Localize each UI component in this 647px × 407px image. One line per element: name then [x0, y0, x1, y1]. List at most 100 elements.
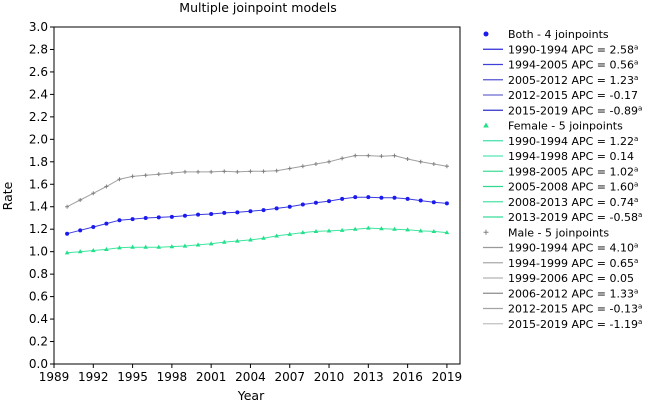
significance-marker: a: [634, 43, 638, 51]
series-2: [65, 153, 449, 209]
data-point: [156, 172, 161, 177]
data-point: [235, 169, 240, 174]
data-point: [156, 215, 161, 220]
significance-marker: a: [634, 242, 638, 250]
series-line: [66, 196, 447, 235]
x-tick-label: 1992: [78, 370, 109, 384]
legend-series-label: Female - 5 joinpoints: [508, 120, 623, 133]
data-point: [91, 224, 96, 229]
significance-marker: a: [634, 74, 638, 82]
data-point: [261, 208, 266, 213]
data-point: [130, 244, 135, 249]
data-point: [169, 214, 174, 219]
significance-marker: a: [634, 165, 638, 173]
data-point: [209, 212, 214, 217]
legend-segment-label: 1994-2005 APC = 0.56a: [508, 59, 638, 72]
data-point: [300, 230, 306, 235]
significance-marker: a: [638, 318, 642, 326]
legend-segment-label: 1990-1994 APC = 2.58a: [508, 43, 638, 56]
data-point: [418, 228, 424, 233]
data-point: [313, 228, 319, 234]
significance-marker: a: [638, 104, 642, 112]
y-tick-label: 2.0: [29, 132, 48, 146]
data-point: [405, 227, 410, 232]
legend-marker: [483, 31, 489, 37]
data-point: [104, 221, 109, 226]
data-point: [274, 206, 279, 211]
legend-segment-label: 1999-2006 APC = 0.05: [508, 272, 634, 285]
data-point: [235, 210, 240, 215]
data-point: [392, 153, 397, 158]
y-tick-label: 2.8: [29, 42, 48, 56]
data-point: [353, 195, 358, 200]
data-point: [104, 184, 109, 189]
y-tick-label: 0.8: [29, 267, 48, 281]
significance-marker: a: [638, 303, 642, 311]
data-point: [418, 159, 423, 164]
legend-segment-label: 1994-1998 APC = 0.14: [508, 150, 634, 163]
significance-marker: a: [634, 181, 638, 189]
data-point: [405, 156, 410, 161]
data-point: [195, 242, 201, 247]
data-point: [366, 153, 371, 158]
data-point: [444, 230, 450, 235]
data-point: [379, 226, 384, 231]
data-point: [326, 228, 332, 233]
x-tick-label: 2004: [235, 370, 266, 384]
legend-segment-label: 1990-1994 APC = 4.10a: [508, 242, 638, 255]
data-point: [261, 169, 266, 174]
data-point: [235, 238, 240, 243]
legend-segment-label: 2012-2015 APC = -0.17: [508, 89, 638, 102]
legend-segment-label: 1990-1994 APC = 1.22a: [508, 135, 638, 148]
legend-segment-label: 1994-1999 APC = 0.65a: [508, 257, 638, 270]
data-point: [64, 250, 70, 255]
data-point: [287, 166, 292, 171]
data-point: [65, 204, 70, 209]
data-point: [221, 239, 227, 244]
legend-marker: [483, 122, 489, 128]
data-point: [91, 191, 96, 196]
legend-segment-label: 2015-2019 APC = -0.89a: [508, 104, 642, 117]
y-tick-label: 3.0: [29, 20, 48, 34]
data-point: [104, 246, 109, 252]
data-point: [208, 241, 214, 246]
x-tick-label: 1989: [39, 370, 70, 384]
data-point: [392, 226, 397, 231]
data-point: [300, 164, 305, 169]
data-point: [340, 156, 345, 161]
legend-segment-label: 2005-2008 APC = 1.60a: [508, 181, 638, 194]
plot-frame: [53, 26, 461, 365]
data-point: [392, 195, 397, 200]
data-point: [431, 228, 437, 234]
y-tick-label: 2.6: [29, 65, 48, 79]
legend-segment-label: 2012-2015 APC = -0.13a: [508, 303, 642, 316]
data-point: [156, 244, 162, 249]
significance-marker: a: [634, 196, 638, 204]
data-point: [130, 174, 135, 179]
data-point: [353, 153, 358, 158]
data-point: [366, 195, 371, 200]
data-point: [143, 173, 148, 178]
series-line: [66, 155, 447, 208]
legend-segment-label: 2013-2019 APC = -0.58a: [508, 211, 642, 224]
data-point: [196, 212, 201, 217]
x-tick-label: 1998: [157, 370, 188, 384]
data-point: [431, 200, 436, 205]
data-point: [327, 159, 332, 164]
data-point: [444, 201, 449, 206]
data-point: [287, 204, 292, 209]
y-tick-label: 1.0: [29, 245, 48, 259]
legend-segment-label: 2015-2019 APC = -1.19a: [508, 318, 642, 331]
y-tick-label: 0.4: [29, 312, 48, 326]
data-point: [340, 196, 345, 201]
data-point: [274, 233, 279, 238]
legend-marker: [483, 229, 489, 235]
data-point: [339, 227, 345, 232]
data-point: [143, 244, 148, 249]
y-tick-label: 1.8: [29, 155, 48, 169]
data-point: [222, 210, 227, 215]
data-point: [182, 243, 188, 248]
y-tick-label: 0.2: [29, 335, 48, 349]
data-point: [117, 177, 122, 182]
y-tick-label: 2.4: [29, 87, 48, 101]
